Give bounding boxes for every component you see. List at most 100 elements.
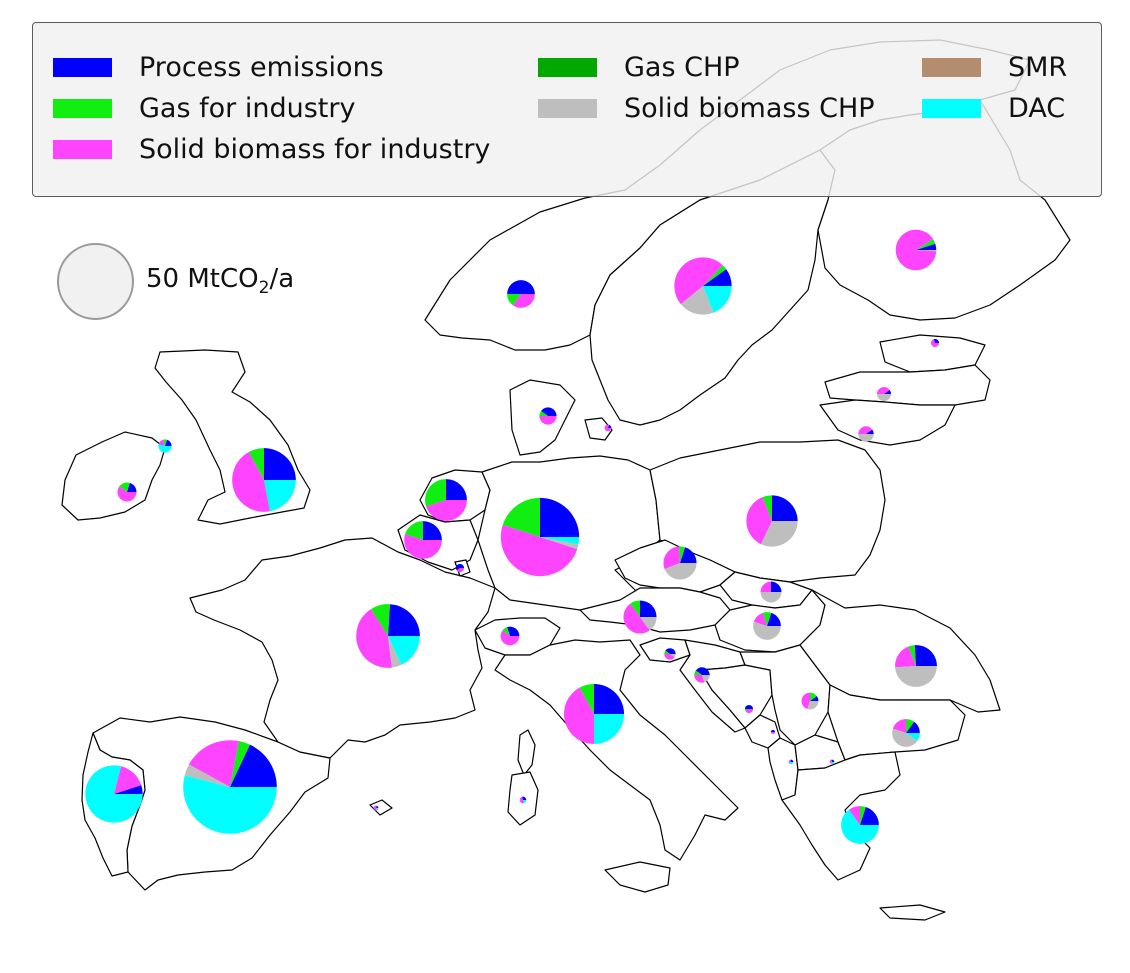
legend-item-smr: SMR: [922, 51, 1068, 83]
pie-slice: [127, 482, 137, 492]
pie-no: [507, 280, 535, 308]
country-albania: [767, 737, 799, 801]
pie-slice: [640, 617, 657, 631]
pie-slice: [789, 762, 794, 765]
pie-slice: [771, 732, 775, 734]
pie-slice: [788, 759, 791, 764]
pie-slice: [830, 762, 833, 765]
pie-slice: [594, 683, 625, 714]
pie-bg: [892, 719, 920, 747]
node-pie-charts: [85, 229, 940, 844]
pie-slice: [760, 581, 771, 592]
pie-slice: [761, 521, 798, 547]
pie-slice: [810, 692, 817, 701]
pie-slice: [540, 497, 580, 537]
pie-slice: [760, 592, 782, 603]
pie-slice: [640, 600, 657, 617]
pie-slice: [790, 759, 794, 762]
legend-item-process-emissions: Process emissions: [53, 52, 384, 83]
pie-slice: [376, 808, 379, 811]
legend-label: DAC: [1008, 92, 1066, 124]
pie-slice: [230, 744, 277, 787]
pie-slice: [376, 805, 379, 808]
size-reference-label: 50 MtCO2/a: [146, 264, 295, 299]
pie-slice: [264, 480, 296, 512]
pie-slice: [916, 243, 937, 250]
pie-slice: [771, 581, 782, 592]
pie-slice: [930, 339, 940, 348]
pie-hr: [694, 667, 710, 683]
pie-lt: [858, 426, 874, 442]
country-lithuania: [819, 399, 956, 446]
pie-ee: [930, 338, 940, 348]
legend-label: Gas for industry: [139, 92, 356, 124]
pie-slice: [388, 604, 420, 636]
pie-slice: [162, 439, 168, 446]
pie-me: [771, 730, 775, 734]
pie-slice: [680, 547, 697, 563]
country-greece: [781, 751, 901, 881]
pie-se2: [604, 424, 612, 432]
size-reference-circle: [57, 243, 134, 320]
pie-slice: [165, 439, 172, 446]
pie-slice: [884, 389, 892, 394]
pie-slice: [425, 479, 446, 507]
pie-pt: [85, 765, 143, 823]
island-zealand: [584, 417, 613, 441]
country-slovenia: [639, 637, 691, 663]
pie-gr: [841, 806, 879, 844]
pie-slice: [184, 764, 230, 787]
pie-slice: [876, 394, 892, 402]
pie-slice: [906, 719, 915, 733]
pie-slice: [388, 636, 402, 668]
pie-slice: [858, 434, 874, 442]
pie-slice: [563, 687, 594, 745]
pie-se: [674, 257, 732, 315]
pie-ie: [117, 482, 137, 502]
legend-label: SMR: [1008, 51, 1068, 83]
pie-slice: [579, 683, 594, 714]
legend-item-gas-chp: Gas CHP: [538, 52, 740, 83]
pie-slice: [866, 429, 874, 434]
pie-slice: [594, 714, 625, 745]
pie-slice: [158, 443, 172, 453]
island-sicily: [604, 861, 671, 893]
pie-slice: [507, 626, 520, 636]
pie-slice: [370, 604, 390, 636]
pie-slice: [694, 675, 705, 683]
pie-slice: [405, 521, 423, 540]
pie-slice: [858, 426, 873, 434]
pie-slice: [183, 775, 277, 834]
island-crete: [879, 904, 946, 921]
pie-lu: [455, 563, 465, 573]
island-corsica: [517, 729, 536, 776]
country-borders: [61, 39, 1071, 921]
pie-slice: [500, 630, 520, 646]
pie-slice: [539, 416, 557, 425]
pie-slice: [895, 666, 937, 687]
pie-slice: [801, 692, 810, 710]
pie-slice: [916, 250, 937, 252]
pie-slice: [745, 709, 754, 714]
pie-fi: [895, 229, 937, 271]
pie-slice: [762, 612, 772, 626]
pie-slice: [914, 645, 937, 666]
legend: Process emissions Gas for industry Solid…: [32, 22, 1102, 197]
pie-slice: [264, 448, 296, 480]
country-france: [189, 537, 496, 759]
pie-slice: [831, 759, 835, 762]
pie-pl: [746, 495, 798, 547]
pie-lv: [876, 386, 892, 402]
country-ireland: [61, 431, 166, 521]
pie-slice: [507, 280, 535, 294]
pie-slice: [829, 759, 832, 764]
pie-slice: [680, 286, 714, 315]
pie-be: [404, 521, 442, 559]
size-legend: 50 MtCO2/a: [57, 243, 294, 320]
pie-slice: [502, 627, 510, 636]
legend-swatch: [53, 98, 112, 118]
pie-slice: [744, 709, 749, 712]
pie-slice: [188, 740, 239, 787]
pie-slice: [521, 796, 527, 800]
